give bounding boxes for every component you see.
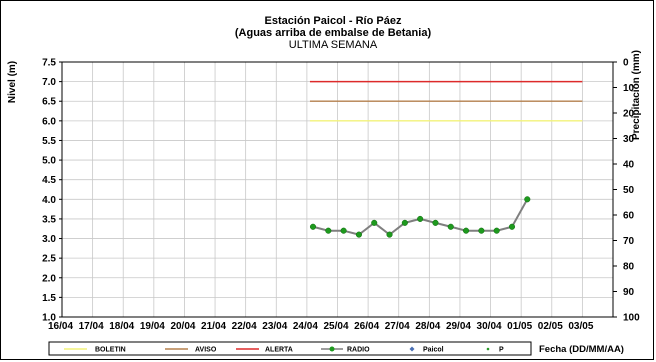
x-tick-label: 17/04 <box>79 321 104 332</box>
x-tick-label: 20/04 <box>170 321 195 332</box>
y-tick-label: 5.5 <box>42 136 56 147</box>
x-tick-label: 03/05 <box>568 321 593 332</box>
x-tick-label: 02/05 <box>538 321 563 332</box>
legend-radio-marker <box>329 346 335 352</box>
x-tick-label: 18/04 <box>109 321 134 332</box>
series-radio-point <box>309 223 317 230</box>
x-tick-label: 27/04 <box>385 321 410 332</box>
series-radio-point <box>493 227 500 234</box>
x-tick-label: 28/04 <box>415 321 440 332</box>
y-tick-label: 6.0 <box>42 116 56 127</box>
y2-tick-label: 10 <box>623 83 635 94</box>
y-tick-label: 1.5 <box>42 293 56 304</box>
y2-tick-label: 90 <box>623 287 635 298</box>
y-axis-ticks: 1.0 1.5 2.0 2.5 3.0 3.5 4.0 4.5 5.0 5.5 6.0 6.5 7.0 7… <box>42 58 62 324</box>
legend-aviso-label: AVISO <box>195 347 217 354</box>
chart-title: Estación Paicol - Río Páez <box>265 15 402 27</box>
y2-tick-label: 70 <box>623 236 635 247</box>
y-tick-label: 4.5 <box>42 175 56 186</box>
x-tick-label: 21/04 <box>201 321 226 332</box>
x-tick-label: 16/04 <box>48 321 73 332</box>
y2-tick-label: 30 <box>623 134 635 145</box>
x-axis-ticks: 16/04 17/04 18/04 19/04 20/04 21/04 22/04 23/04… <box>48 321 594 332</box>
x-tick-label: 29/04 <box>446 321 471 332</box>
y-tick-label: 7.5 <box>42 58 56 69</box>
y2-tick-label: 40 <box>623 160 635 171</box>
series-radio <box>309 196 531 238</box>
legend-alerta-label: ALERTA <box>265 347 293 354</box>
y-tick-label: 6.5 <box>42 97 56 108</box>
x-tick-label: 19/04 <box>140 321 165 332</box>
series-radio-point <box>524 196 531 203</box>
y-tick-label: 3.0 <box>42 234 56 245</box>
series-radio-point <box>432 219 439 226</box>
series-radio-point <box>417 215 424 222</box>
y2-axis-ticks: 0 10 20 30 40 50 60 70 80 90 100 <box>613 58 640 324</box>
chart-subtitle: (Aguas arriba de embalse de Betania) <box>235 27 432 39</box>
y-tick-label: 3.5 <box>42 214 56 225</box>
y2-axis-label: Precipitación (mm) <box>631 50 642 140</box>
y-tick-label: 4.0 <box>42 195 56 206</box>
legend-p-label: P <box>499 347 504 354</box>
x-tick-label: 23/04 <box>262 321 287 332</box>
grid <box>61 61 614 318</box>
y2-tick-label: 0 <box>623 58 629 69</box>
series-radio-point <box>386 231 393 238</box>
y-tick-label: 1.0 <box>42 313 56 324</box>
legend-box <box>48 341 532 356</box>
y-tick-label: 5.0 <box>42 156 56 167</box>
y2-tick-label: 80 <box>623 262 635 273</box>
series-radio-point <box>340 227 347 234</box>
x-axis-label: Fecha (DD/MM/AA) <box>539 344 624 355</box>
legend-paicol-marker <box>409 346 415 352</box>
chart-period: ULTIMA SEMANA <box>289 39 378 51</box>
y2-tick-label: 60 <box>623 211 635 222</box>
y-axis-label: Nivel (m) <box>7 61 18 103</box>
y2-tick-label: 50 <box>623 185 635 196</box>
series-radio-point <box>463 227 470 234</box>
legend-radio-label: RADIO <box>347 347 370 354</box>
x-tick-label: 22/04 <box>232 321 257 332</box>
series-radio-point <box>355 231 362 238</box>
y-tick-label: 2.5 <box>42 254 56 265</box>
x-tick-label: 26/04 <box>354 321 379 332</box>
x-tick-label: 24/04 <box>293 321 318 332</box>
series-radio-point <box>401 219 408 226</box>
x-tick-label: 30/04 <box>477 321 502 332</box>
legend-p-marker <box>486 347 490 351</box>
y2-tick-label: 20 <box>623 109 635 120</box>
series-radio-point <box>478 227 485 234</box>
x-tick-label: 25/04 <box>324 321 349 332</box>
y-tick-label: 7.0 <box>42 77 56 88</box>
series-radio-point <box>447 223 454 230</box>
x-tick-label: 01/05 <box>507 321 532 332</box>
legend-boletin-label: BOLETIN <box>95 347 126 354</box>
series-radio-point <box>508 223 516 230</box>
y-tick-label: 2.0 <box>42 273 56 284</box>
y2-tick-label: 100 <box>623 313 640 324</box>
series-radio-point <box>371 219 378 226</box>
legend: BOLETIN AVISO ALERTA RADIO Paicol P <box>48 341 532 356</box>
legend-paicol-label: Paicol <box>423 347 444 354</box>
series-radio-point <box>325 227 332 234</box>
threshold-lines <box>309 80 583 122</box>
